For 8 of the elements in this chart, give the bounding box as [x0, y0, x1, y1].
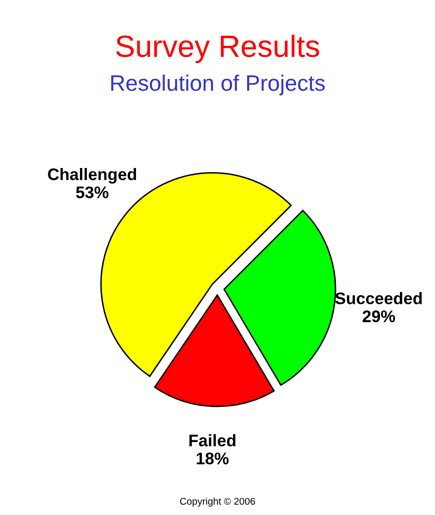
data-label: 29%: [362, 310, 396, 322]
slice-label: Challenged: [48, 168, 136, 184]
data-label: 53%: [76, 186, 108, 198]
chart-subtitle: Resolution of Projects: [111, 74, 325, 96]
text: Copyright © 2006: [180, 498, 255, 507]
chart-title: Survey Results: [116, 34, 320, 64]
data-label: 18%: [196, 452, 229, 464]
slice-label: Failed: [189, 434, 236, 446]
